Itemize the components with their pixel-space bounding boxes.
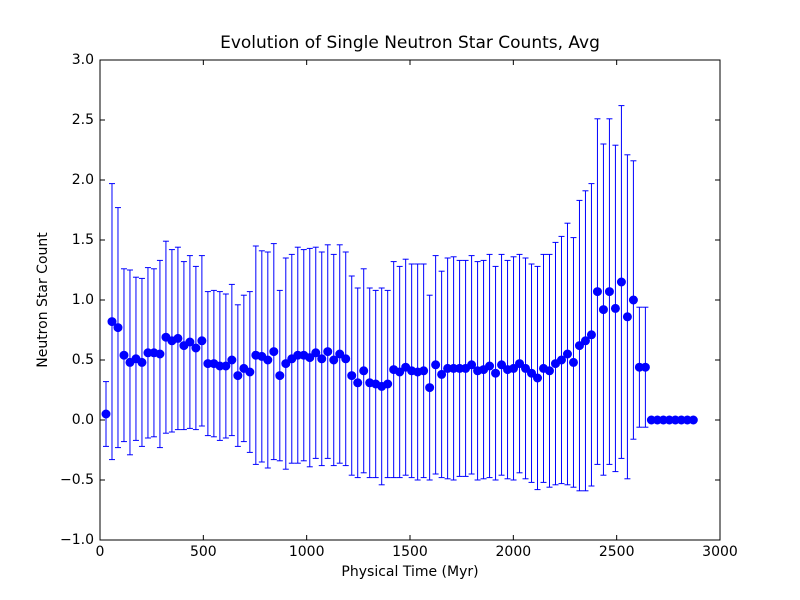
data-point [275, 371, 285, 381]
data-point [425, 383, 435, 393]
data-point [221, 361, 231, 371]
data-point [185, 337, 195, 347]
data-point [137, 357, 147, 367]
data-point [491, 368, 501, 378]
data-point [113, 323, 123, 333]
data-point [197, 336, 207, 346]
y-tick-label: 0.5 [72, 352, 94, 368]
data-point [628, 295, 638, 305]
data-point [305, 353, 315, 363]
data-point [191, 343, 201, 353]
data-point [383, 379, 393, 389]
plot-frame [99, 59, 721, 541]
data-point [119, 350, 129, 360]
y-tick-label: 2.0 [72, 172, 94, 188]
data-point [562, 349, 572, 359]
y-tick-label: 0.0 [72, 412, 94, 428]
data-point [545, 366, 554, 376]
data-point [335, 349, 345, 359]
data-point [311, 348, 321, 358]
data-point [353, 378, 363, 388]
data-point [580, 336, 590, 346]
data-point [616, 277, 626, 287]
data-point [604, 287, 614, 297]
y-tick-label: 1.0 [72, 292, 94, 308]
data-point [592, 287, 602, 297]
data-point [395, 367, 405, 377]
data-point [107, 317, 117, 327]
x-tick-label: 0 [96, 544, 105, 560]
data-point [533, 373, 543, 383]
data-point [485, 361, 495, 371]
data-point [155, 349, 165, 359]
data-point [515, 359, 525, 369]
x-axis-label: Physical Time (Myr) [341, 564, 478, 580]
data-point [527, 368, 537, 378]
data-point [598, 305, 608, 315]
data-point [347, 371, 357, 381]
data-point [233, 371, 243, 381]
x-tick-label: 1500 [392, 544, 428, 560]
y-tick-label: 3.0 [72, 52, 94, 68]
data-point [574, 341, 584, 351]
data-point [245, 367, 255, 377]
data-point [610, 303, 620, 313]
data-point [317, 354, 327, 364]
data-point [568, 357, 578, 367]
data-point [688, 415, 698, 425]
x-tick-label: 2500 [599, 544, 635, 560]
x-tick-label: 2000 [496, 544, 532, 560]
data-point [431, 360, 441, 370]
data-point [556, 355, 566, 365]
x-tick-label: 500 [190, 544, 217, 560]
y-tick-label: 1.5 [72, 232, 94, 248]
data-point [509, 363, 519, 373]
data-point [640, 362, 650, 372]
data-point [323, 347, 333, 357]
data-point [263, 355, 273, 365]
data-point [329, 355, 339, 365]
data-point [622, 312, 632, 322]
data-point [521, 363, 531, 373]
data-point [497, 360, 507, 370]
y-tick-label: 2.5 [72, 112, 94, 128]
data-point [281, 359, 291, 369]
data-point [173, 333, 183, 343]
data-point [101, 409, 111, 419]
y-tick-label: −0.5 [60, 472, 94, 488]
data-point [419, 366, 429, 376]
data-point [269, 347, 279, 357]
y-tick-label: −1.0 [60, 532, 94, 548]
data-point [467, 360, 477, 370]
x-tick-label: 1000 [289, 544, 325, 560]
data-point [341, 354, 351, 364]
data-point [437, 369, 447, 379]
chart-title: Evolution of Single Neutron Star Counts,… [220, 33, 600, 53]
x-tick-label: 3000 [702, 544, 738, 560]
data-point [586, 330, 596, 340]
data-point [359, 366, 369, 376]
data-point [227, 355, 237, 365]
y-axis-label: Neutron Star Count [35, 232, 51, 368]
